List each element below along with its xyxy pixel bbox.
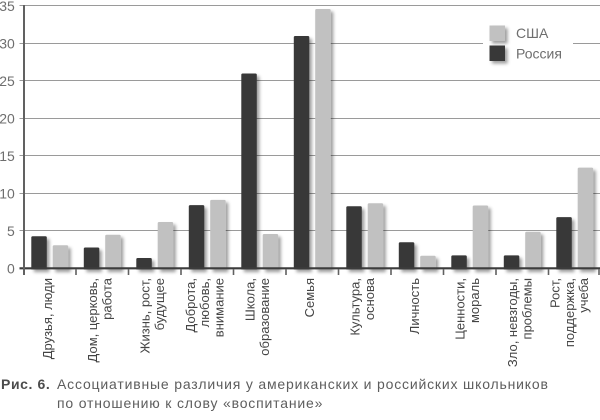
svg-text:любовь,: любовь, xyxy=(197,278,212,327)
svg-text:Рост,: Рост, xyxy=(548,278,563,308)
svg-text:30: 30 xyxy=(0,35,15,51)
svg-text:35: 35 xyxy=(0,0,15,14)
svg-text:Россия: Россия xyxy=(516,46,562,62)
svg-text:10: 10 xyxy=(0,185,15,201)
svg-text:Зло, невзгоды,: Зло, невзгоды, xyxy=(505,278,520,367)
svg-text:внимание: внимание xyxy=(211,278,226,337)
svg-text:Жизнь, рост,: Жизнь, рост, xyxy=(138,278,153,354)
svg-text:основа: основа xyxy=(362,277,377,320)
svg-text:образование: образование xyxy=(257,278,272,356)
svg-text:Культура,: Культура, xyxy=(348,278,363,336)
svg-text:5: 5 xyxy=(7,223,15,239)
svg-text:15: 15 xyxy=(0,148,15,164)
svg-text:проблемы: проблемы xyxy=(519,278,534,339)
svg-text:Друзья, люди: Друзья, люди xyxy=(40,278,55,359)
svg-text:20: 20 xyxy=(0,110,15,126)
svg-text:будущее: будущее xyxy=(152,278,167,330)
svg-text:25: 25 xyxy=(0,73,15,89)
svg-text:Ценности,: Ценности, xyxy=(453,278,468,340)
svg-text:0: 0 xyxy=(7,260,15,276)
svg-text:мораль: мораль xyxy=(467,278,482,323)
svg-text:Семья: Семья xyxy=(302,278,317,317)
svg-text:работа: работа xyxy=(99,277,114,320)
svg-text:США: США xyxy=(516,25,549,41)
svg-text:Школа,: Школа, xyxy=(243,278,258,321)
svg-text:учеба: учеба xyxy=(576,277,591,313)
svg-text:Доброта,: Доброта, xyxy=(183,278,198,332)
svg-text:Дом, церковь,: Дом, церковь, xyxy=(85,278,100,362)
svg-text:Личность: Личность xyxy=(407,278,422,334)
svg-text:поддержка,: поддержка, xyxy=(562,278,577,347)
